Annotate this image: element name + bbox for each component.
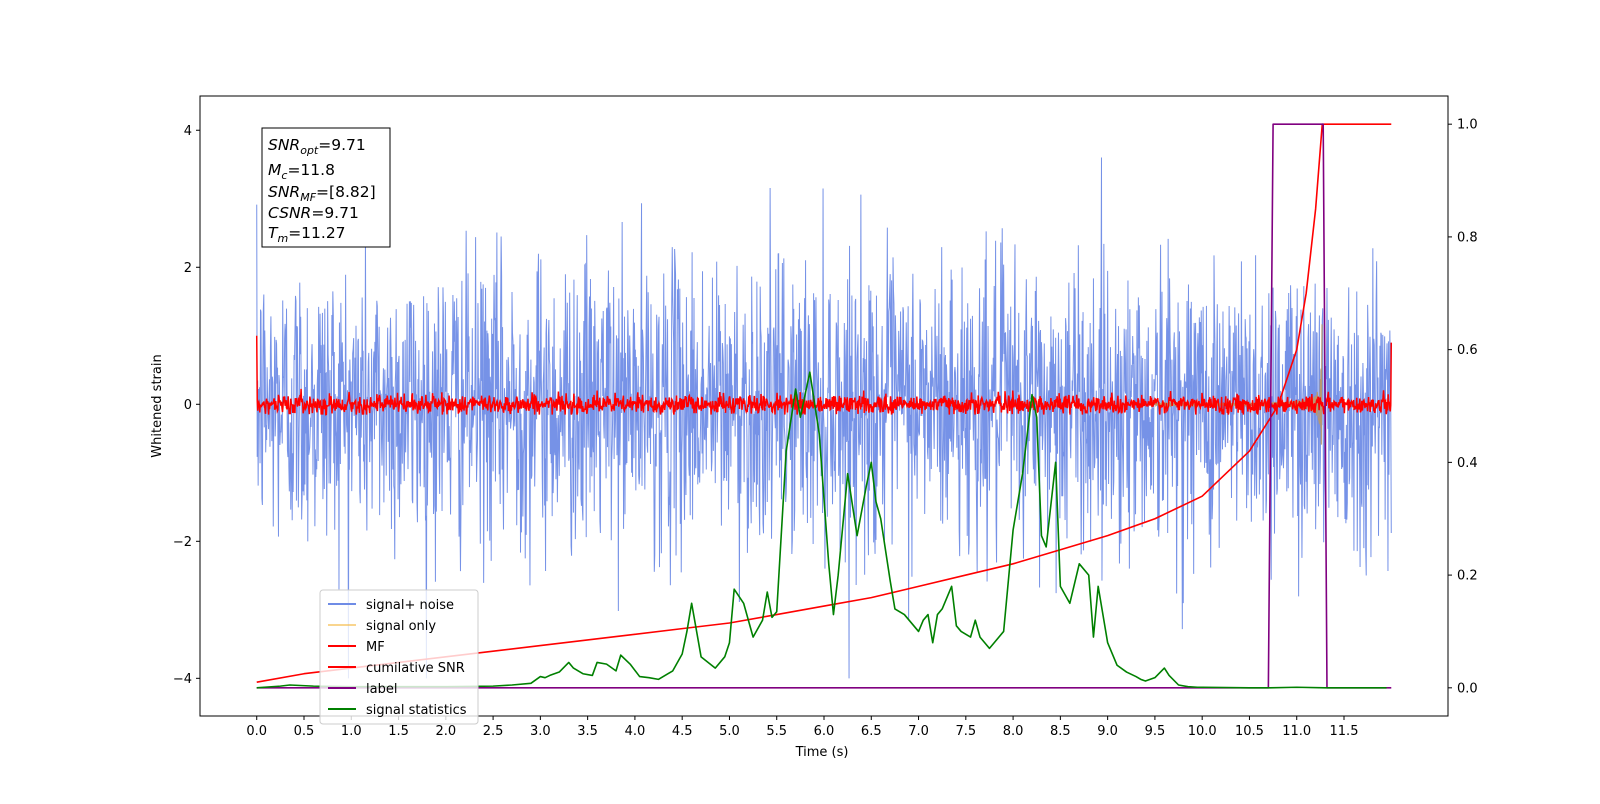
- x-tick-label: 2.5: [483, 724, 504, 739]
- info-csnr: CSNR=9.71: [268, 204, 359, 222]
- x-tick-label: 2.0: [435, 724, 456, 739]
- legend-label-label: label: [366, 682, 397, 697]
- axis-ticks: 0.0 0.5 1.0 1.5 2.0 2.5 3.0 3.5 4.0 4.5 5.0 5.5 6.0 6…: [173, 118, 1478, 739]
- info-mc: Mc=11.8: [268, 161, 335, 182]
- y-right-tick-label: 0.6: [1457, 343, 1478, 358]
- x-tick-label: 10.0: [1188, 724, 1217, 739]
- legend-label-cumulative-snr: cumilative SNR: [366, 661, 465, 676]
- x-tick-label: 0.0: [246, 724, 267, 739]
- x-tick-label: 8.5: [1050, 724, 1071, 739]
- legend-entry-signal-statistics: signal statistics: [328, 703, 467, 718]
- x-tick-label: 0.5: [294, 724, 315, 739]
- info-tm: Tm=11.27: [268, 224, 346, 245]
- x-tick-label: 6.0: [814, 724, 835, 739]
- x-tick-label: 5.0: [719, 724, 740, 739]
- y-right-tick-label: 0.2: [1457, 569, 1478, 584]
- y-right-tick-label: 0.0: [1457, 681, 1478, 696]
- info-box: SNRopt=9.71 Mc=11.8 SNRMF=[8.82] CSNR=9.…: [261, 127, 391, 248]
- x-axis-label: Time (s): [795, 745, 849, 760]
- legend-entry-signal-noise: signal+ noise: [328, 598, 454, 613]
- legend-label-signal-statistics: signal statistics: [366, 703, 467, 718]
- y-right-tick-label: 0.8: [1457, 230, 1478, 245]
- x-tick-label: 7.0: [908, 724, 929, 739]
- x-tick-label: 11.5: [1330, 724, 1359, 739]
- x-tick-label: 8.0: [1003, 724, 1024, 739]
- series-signal-statistics: [256, 371, 1387, 689]
- y-tick-label: −2: [173, 535, 192, 550]
- x-tick-label: 6.5: [861, 724, 882, 739]
- x-tick-label: 1.0: [341, 724, 362, 739]
- x-tick-label: 9.0: [1097, 724, 1118, 739]
- legend-label-signal-only: signal only: [366, 619, 436, 634]
- legend-entry-label: label: [328, 682, 397, 697]
- x-tick-label: 9.5: [1145, 724, 1166, 739]
- y-axis-label: Whitened strain: [150, 354, 165, 457]
- y-right-tick-label: 1.0: [1457, 118, 1478, 133]
- x-tick-label: 3.5: [577, 724, 598, 739]
- info-snr-mf: SNRMF=[8.82]: [268, 183, 376, 204]
- y-tick-label: −4: [173, 672, 192, 687]
- legend-label-mf: MF: [366, 640, 385, 655]
- x-tick-label: 10.5: [1235, 724, 1264, 739]
- legend: signal+ noise signal only MF cumilative …: [319, 589, 479, 725]
- series-mf: [255, 335, 1393, 416]
- legend-label-signal-noise: signal+ noise: [366, 598, 454, 613]
- legend-entry-cumulative-snr: cumilative SNR: [328, 661, 465, 676]
- info-snr-opt: SNRopt=9.71: [268, 136, 366, 157]
- y-tick-label: 4: [184, 124, 192, 139]
- x-tick-label: 5.5: [766, 724, 787, 739]
- y-tick-label: 0: [184, 398, 192, 413]
- y-tick-label: 2: [184, 261, 192, 276]
- x-tick-label: 1.5: [388, 724, 409, 739]
- x-tick-label: 3.0: [530, 724, 551, 739]
- x-tick-label: 7.5: [955, 724, 976, 739]
- y-right-tick-label: 0.4: [1457, 456, 1478, 471]
- legend-frame: [319, 589, 479, 725]
- legend-entry-signal-only: signal only: [328, 619, 436, 634]
- x-tick-label: 4.5: [672, 724, 693, 739]
- x-tick-label: 4.0: [625, 724, 646, 739]
- series-signal-noise: [256, 157, 1392, 679]
- x-tick-label: 11.0: [1282, 724, 1311, 739]
- legend-entry-mf: MF: [328, 640, 385, 655]
- info-box-frame: [261, 127, 391, 248]
